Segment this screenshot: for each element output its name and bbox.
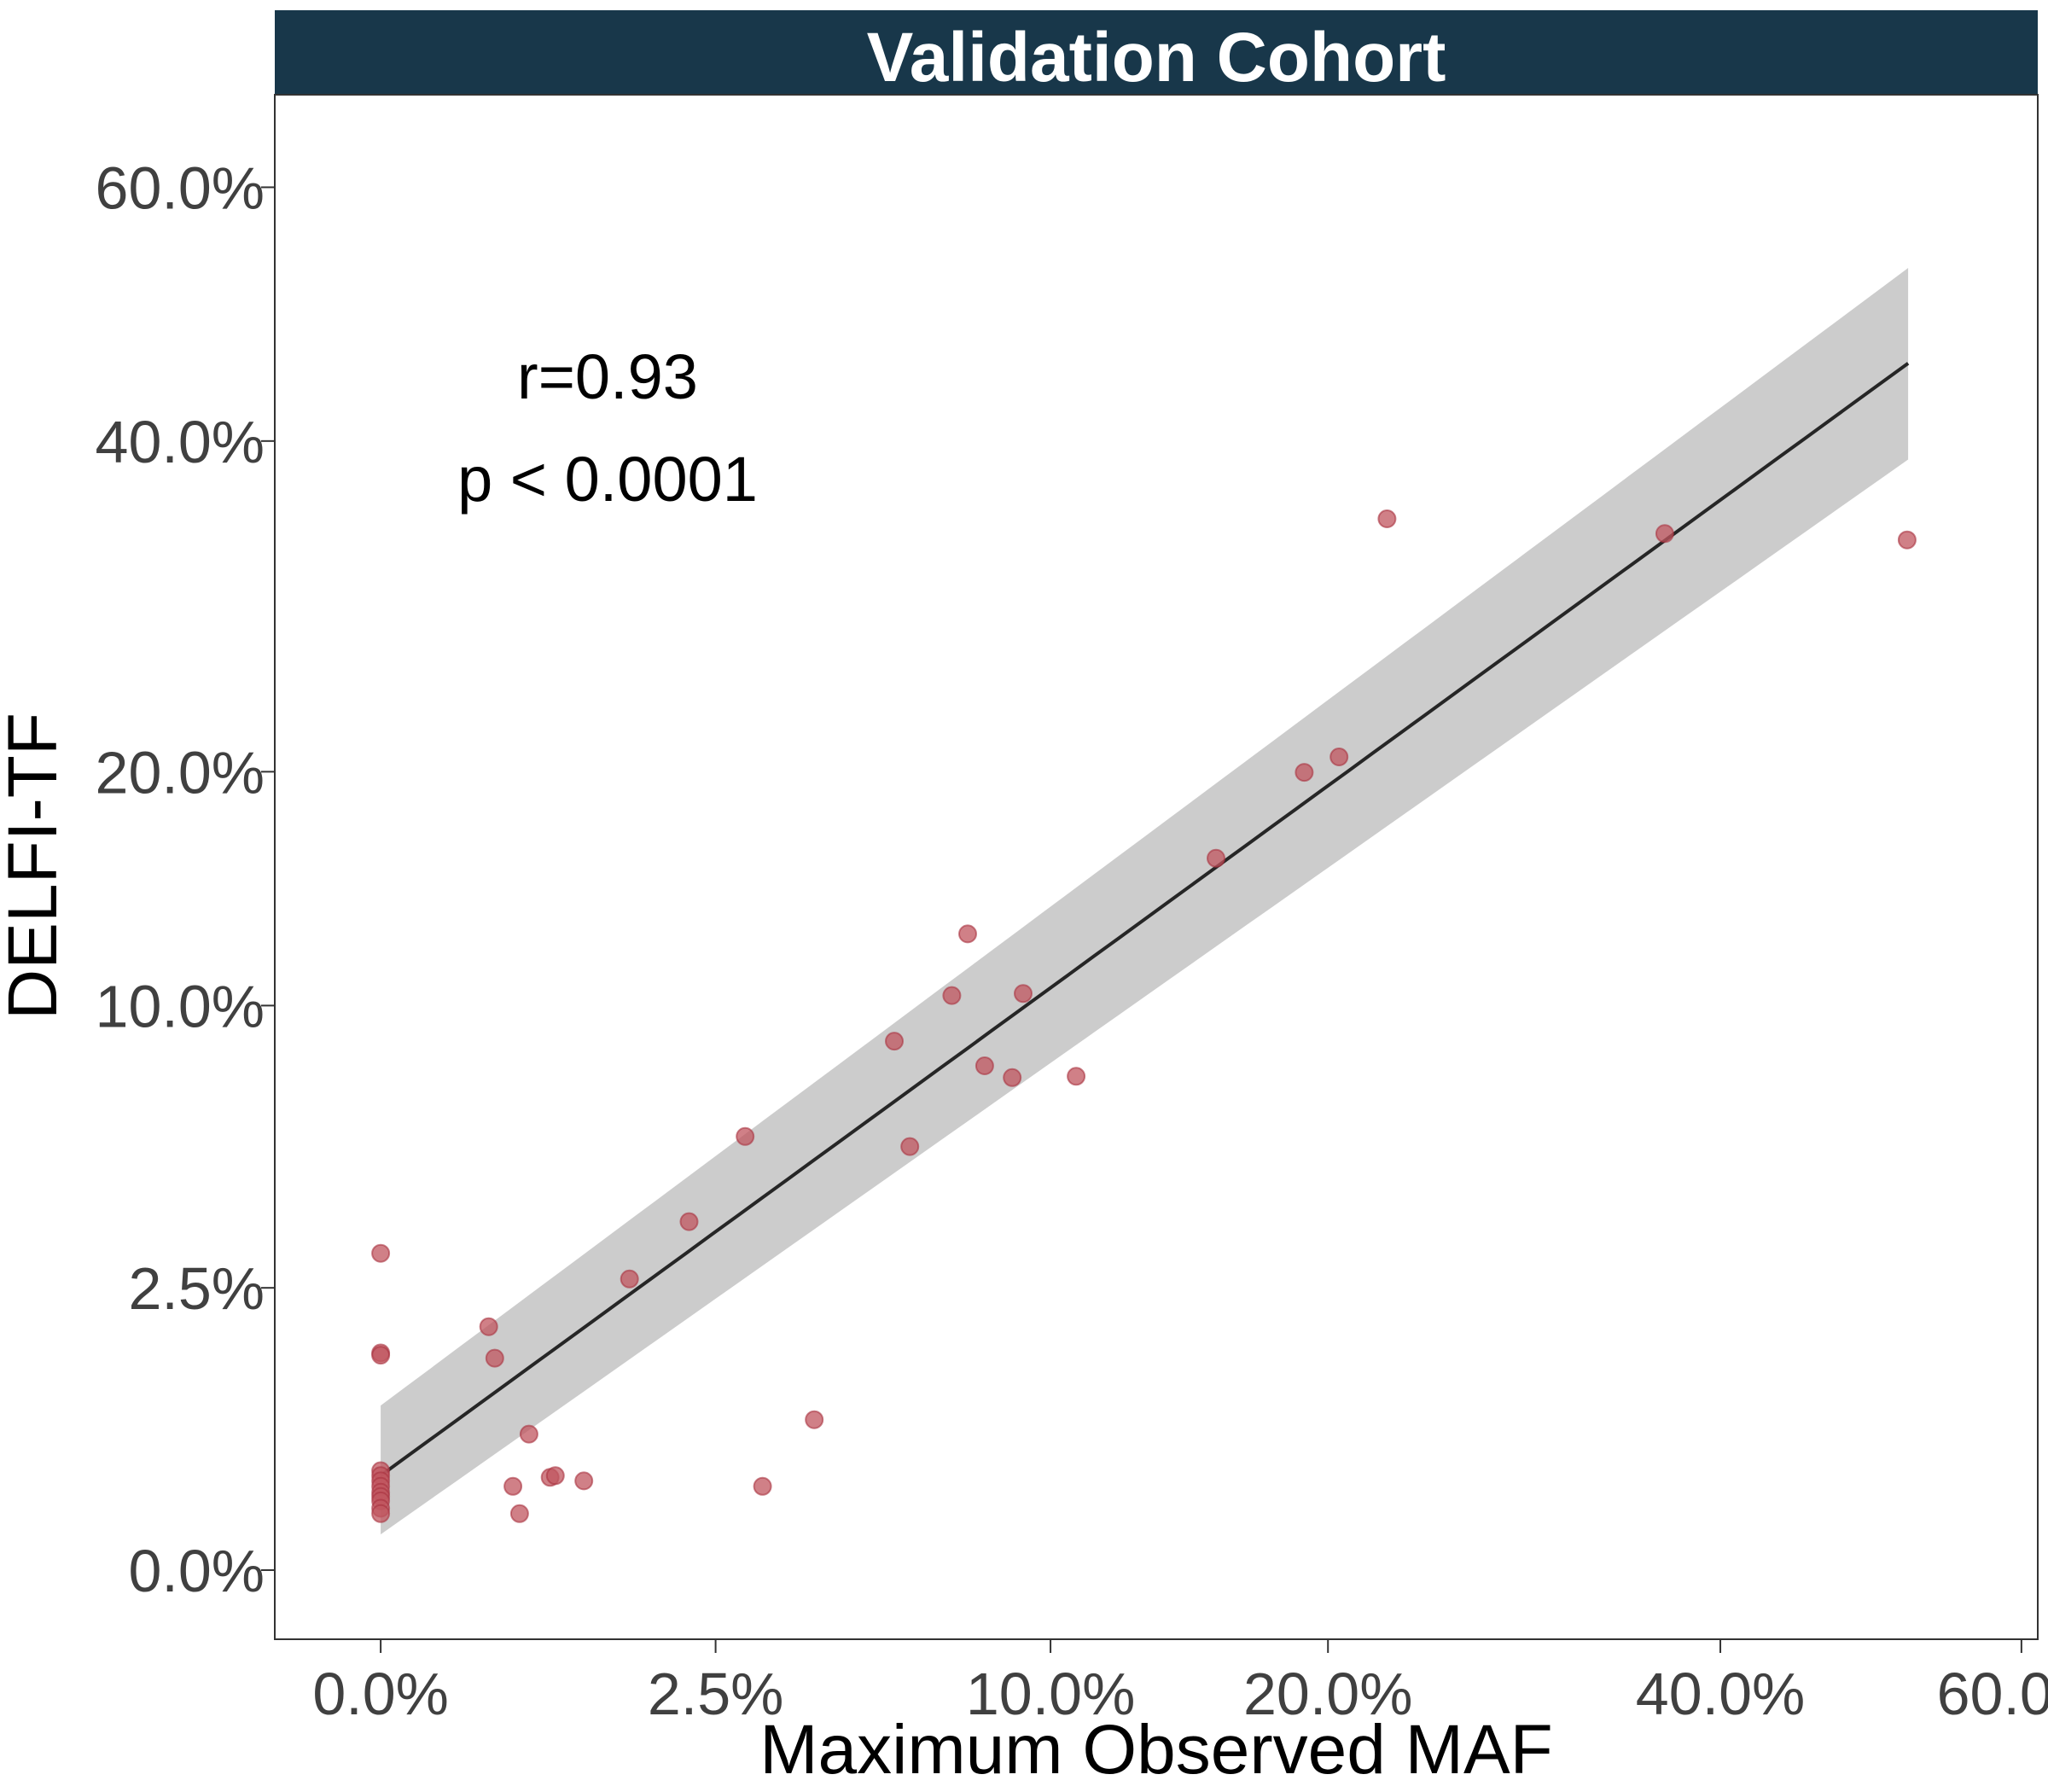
y-tick-label: 0.0% [128, 1538, 265, 1604]
data-point [975, 1056, 994, 1075]
data-point [371, 1243, 391, 1263]
regression-line [379, 362, 1910, 1477]
x-tick-label: 0.0% [312, 1661, 449, 1727]
data-point [1067, 1067, 1086, 1086]
data-point [485, 1348, 504, 1368]
data-point [736, 1126, 755, 1146]
data-point [519, 1424, 538, 1444]
data-point [1003, 1068, 1022, 1087]
strip-background [275, 10, 2038, 95]
data-point [1897, 530, 1917, 550]
x-tick-label: 2.5% [648, 1661, 784, 1727]
data-point [371, 1346, 391, 1365]
data-point [679, 1212, 699, 1231]
data-point [545, 1466, 565, 1486]
x-tick-label: 40.0% [1636, 1661, 1805, 1727]
confidence-band [381, 268, 1909, 1535]
data-point [1655, 524, 1674, 544]
p-value-annotation: p < 0.0001 [457, 444, 758, 515]
data-point [885, 1032, 904, 1051]
data-point [1329, 748, 1349, 766]
y-tick-label: 10.0% [96, 973, 265, 1039]
data-point [1207, 848, 1225, 868]
data-point [620, 1269, 639, 1289]
data-point [1295, 763, 1314, 783]
y-tick-label: 20.0% [96, 739, 265, 806]
y-axis-title: DELFI-TF [0, 713, 72, 1020]
data-point [900, 1137, 920, 1156]
data-point [479, 1317, 498, 1336]
data-point [958, 924, 977, 944]
x-axis-title: Maximum Observed MAF [759, 1711, 1553, 1789]
data-point [805, 1410, 824, 1429]
y-tick-label: 2.5% [128, 1255, 265, 1322]
y-tick-label: 60.0% [96, 154, 265, 221]
x-tick-label: 60.0% [1937, 1661, 2048, 1727]
data-point [503, 1476, 523, 1496]
plot-panel-border [274, 94, 2039, 1640]
chart-title: Validation Cohort [867, 19, 1446, 96]
data-point [1014, 984, 1033, 1004]
correlation-annotation: r=0.93 [517, 341, 698, 412]
data-point [371, 1504, 391, 1523]
data-point [509, 1504, 529, 1523]
x-tick-label: 20.0% [1243, 1661, 1412, 1727]
y-tick-label: 40.0% [96, 409, 265, 475]
data-point [942, 986, 962, 1005]
data-point [1377, 509, 1397, 528]
x-tick-label: 10.0% [966, 1661, 1135, 1727]
data-point [574, 1471, 594, 1491]
data-point [753, 1476, 772, 1496]
